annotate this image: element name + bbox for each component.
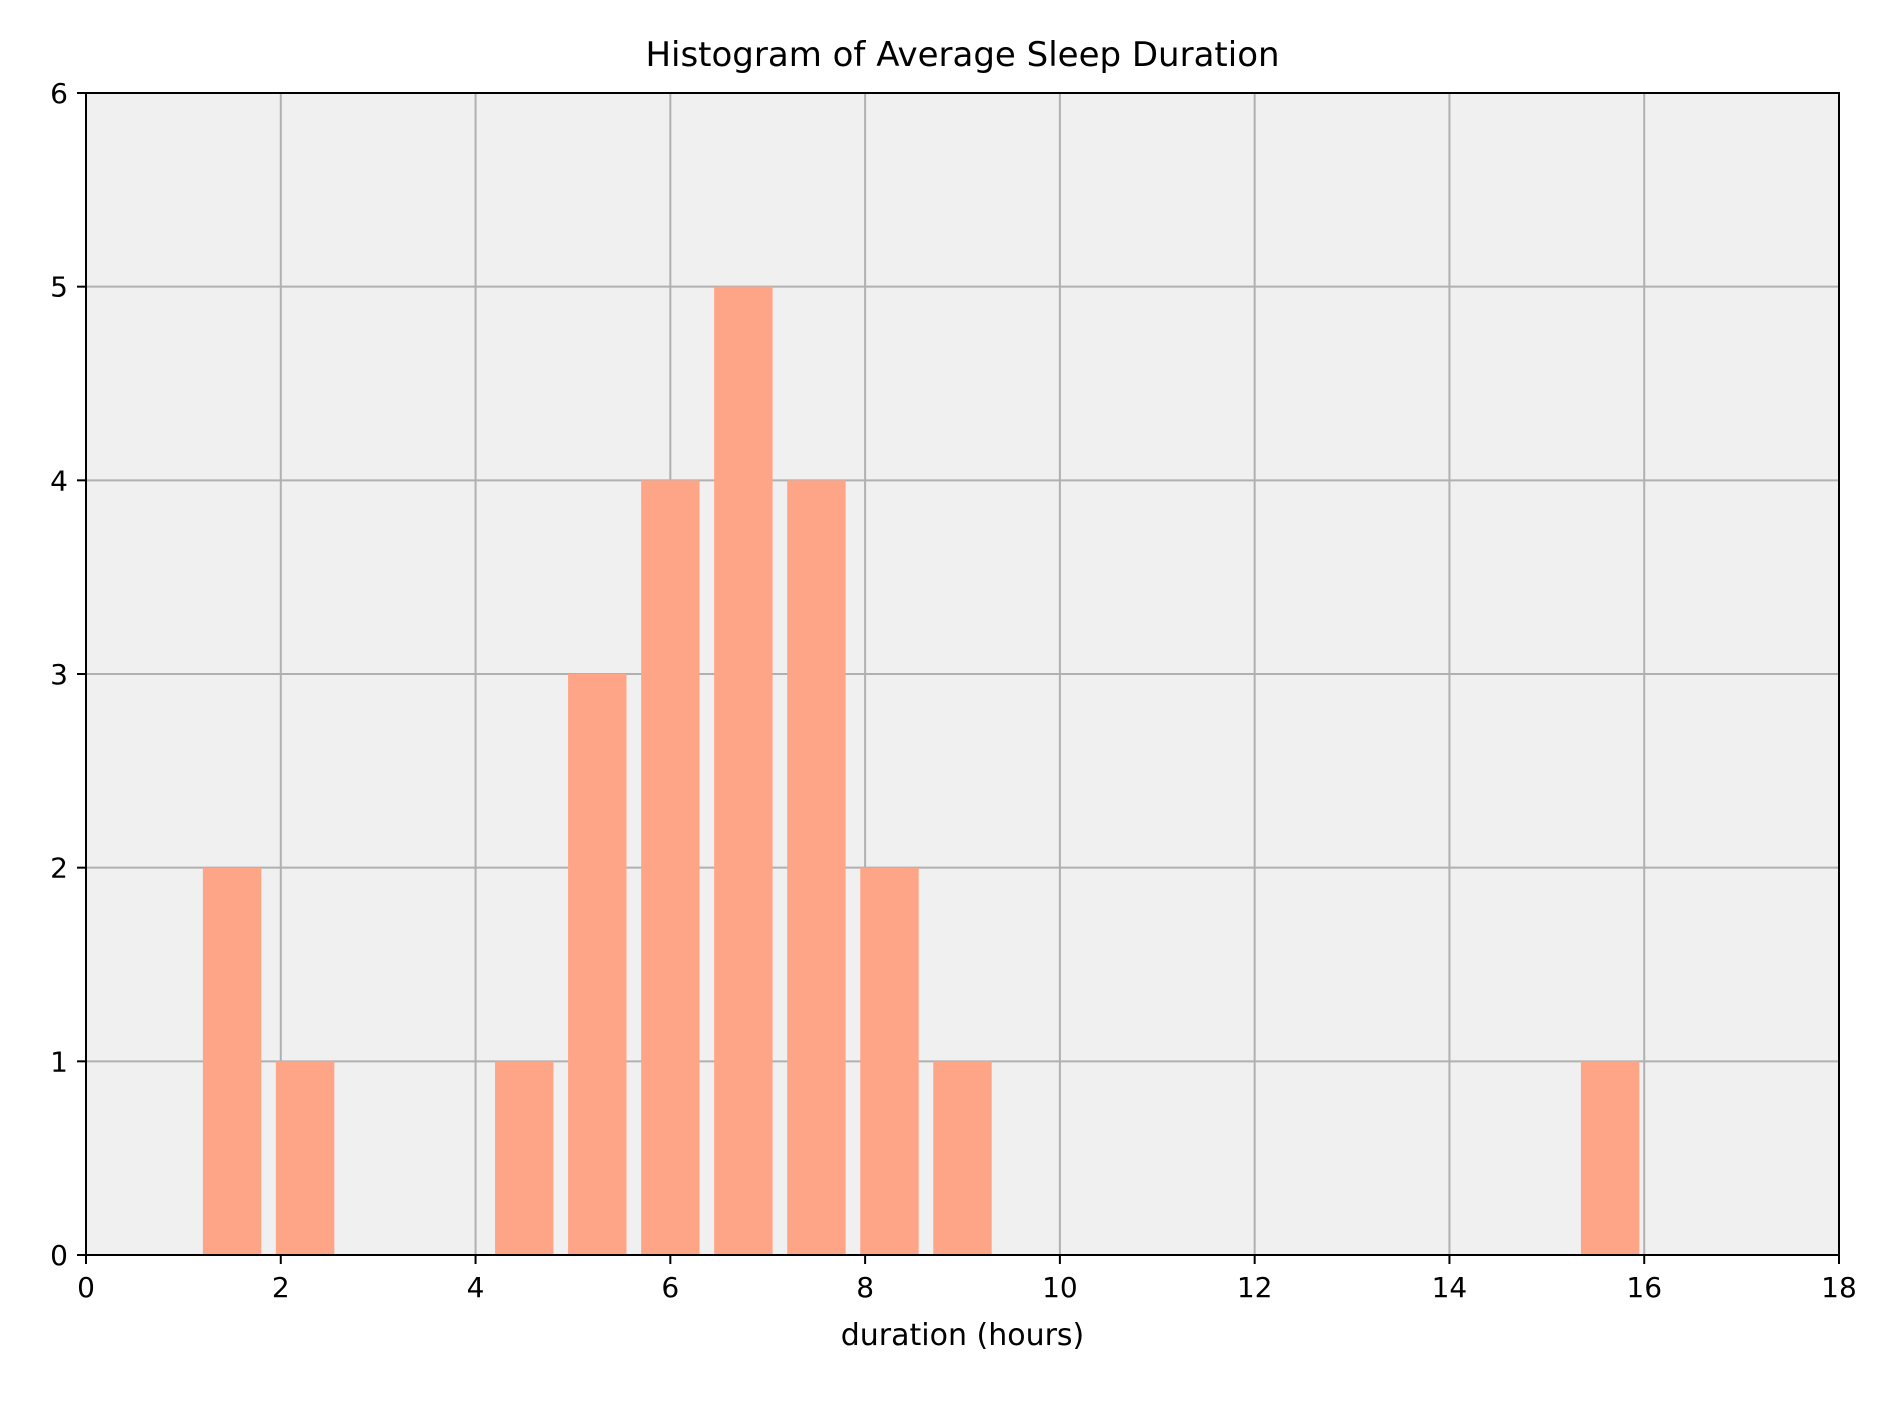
x-tick-label: 6 xyxy=(661,1271,679,1304)
y-tick-label: 5 xyxy=(50,271,68,304)
histogram-bar xyxy=(933,1061,992,1255)
histogram-bar xyxy=(787,480,846,1255)
x-tick-label: 18 xyxy=(1821,1271,1857,1304)
y-tick-label: 6 xyxy=(50,77,68,110)
y-tick-label: 1 xyxy=(50,1045,68,1078)
y-tick-label: 3 xyxy=(50,658,68,691)
y-tick-label: 2 xyxy=(50,852,68,885)
histogram-bar xyxy=(641,480,700,1255)
histogram-bar xyxy=(1580,1061,1640,1255)
y-tick-label: 0 xyxy=(50,1239,68,1272)
x-tick-label: 14 xyxy=(1432,1271,1468,1304)
histogram-bar xyxy=(568,674,627,1255)
x-tick-label: 4 xyxy=(467,1271,485,1304)
histogram-bar xyxy=(714,286,773,1256)
histogram-bar xyxy=(202,867,262,1255)
y-tick-label: 4 xyxy=(50,464,68,497)
histogram-bar xyxy=(275,1061,335,1255)
x-tick-label: 8 xyxy=(856,1271,874,1304)
x-tick-label: 0 xyxy=(77,1271,95,1304)
bars xyxy=(202,286,1640,1256)
histogram-bar xyxy=(495,1061,554,1255)
x-tick-label: 2 xyxy=(272,1271,290,1304)
x-tick-label: 16 xyxy=(1626,1271,1662,1304)
histogram-bar xyxy=(860,867,919,1255)
x-tick-label: 12 xyxy=(1237,1271,1273,1304)
chart-title: Histogram of Average Sleep Duration xyxy=(645,35,1279,75)
x-tick-label: 10 xyxy=(1042,1271,1078,1304)
x-axis-label: duration (hours) xyxy=(841,1318,1085,1353)
y-axis-ticks: 0 1 2 3 4 5 6 xyxy=(50,77,86,1272)
x-axis-ticks: 0 2 4 6 8 10 12 14 16 18 xyxy=(77,1255,1857,1304)
